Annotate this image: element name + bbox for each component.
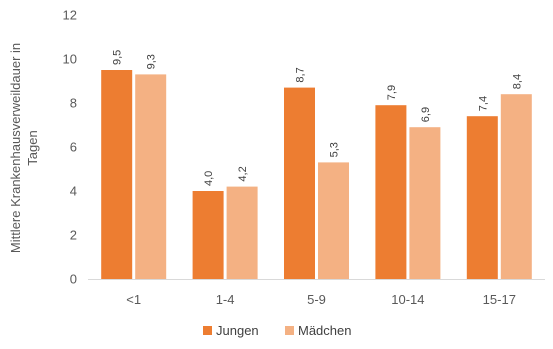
legend-label: Mädchen [298, 323, 351, 338]
y-axis-ticks: 0 2 4 6 8 10 12 [63, 8, 77, 287]
bars [101, 70, 532, 280]
bar-mdchen-4 [500, 94, 532, 279]
bar-mdchen-2 [318, 162, 349, 279]
y-tick-label: 0 [70, 272, 77, 287]
legend-swatch [203, 326, 212, 335]
bar-mdchen-0 [135, 74, 167, 280]
data-label: 8,4 [511, 74, 523, 89]
data-label: 9,5 [112, 50, 124, 65]
bar-jungen-2 [284, 87, 315, 279]
data-label: 9,3 [146, 54, 158, 69]
data-label: 4,0 [203, 171, 215, 186]
data-label: 5,3 [329, 142, 341, 157]
data-label: 6,9 [420, 107, 432, 122]
legend-swatch [285, 326, 294, 335]
y-axis-title-line-2: Tagen [25, 130, 40, 165]
data-label: 4,2 [237, 166, 249, 181]
y-axis-title-line-1: Mittlere Krankenhausverweildauer in [8, 43, 23, 253]
x-tick-label: 15-17 [483, 292, 516, 307]
y-tick-label: 2 [70, 228, 77, 243]
data-labels: 9,5 9,3 4,0 4,2 8,7 5,3 7,9 6,9 7,4 8,4 [112, 50, 524, 186]
data-label: 7,9 [386, 85, 398, 100]
legend: Jungen Mädchen [203, 323, 351, 338]
y-tick-label: 12 [63, 8, 77, 23]
bar-jungen-4 [466, 116, 498, 279]
bar-jungen-1 [192, 191, 224, 279]
bar-mdchen-1 [226, 186, 258, 279]
y-tick-label: 10 [63, 52, 77, 67]
x-tick-label: <1 [126, 292, 141, 307]
bar-jungen-0 [101, 70, 133, 279]
x-tick-label: 5-9 [307, 292, 326, 307]
x-tick-label: 10-14 [391, 292, 424, 307]
y-tick-label: 6 [70, 140, 77, 155]
bar-mdchen-3 [409, 127, 441, 279]
x-tick-label: 1-4 [216, 292, 235, 307]
y-tick-label: 4 [70, 184, 77, 199]
y-axis-title: Mittlere Krankenhausverweildauer in Tage… [8, 43, 40, 253]
data-label: 7,4 [477, 96, 489, 111]
bar-jungen-3 [375, 105, 407, 279]
x-axis-ticks: <1 1-4 5-9 10-14 15-17 [126, 292, 516, 307]
legend-label: Jungen [216, 323, 259, 338]
y-tick-label: 8 [70, 96, 77, 111]
data-label: 8,7 [295, 67, 307, 82]
